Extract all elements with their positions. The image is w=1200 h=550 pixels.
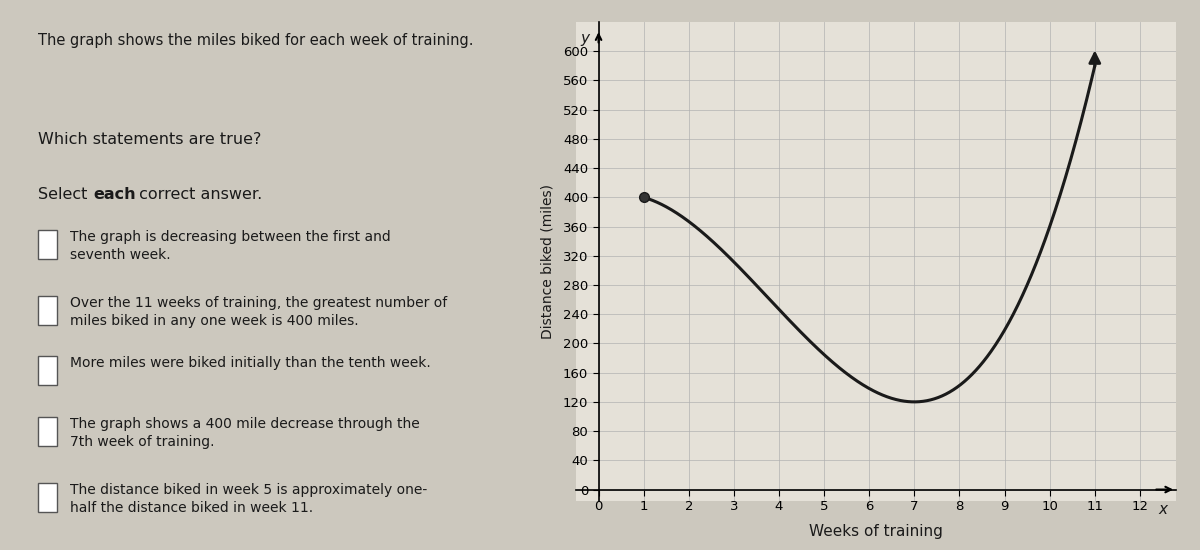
Text: Over the 11 weeks of training, the greatest number of
miles biked in any one wee: Over the 11 weeks of training, the great… (70, 296, 448, 328)
Text: The graph is decreasing between the first and
seventh week.: The graph is decreasing between the firs… (70, 230, 391, 262)
Text: each: each (94, 187, 136, 202)
Text: Select: Select (38, 187, 92, 202)
Text: correct answer.: correct answer. (134, 187, 263, 202)
Bar (38, 483, 56, 512)
Text: The distance biked in week 5 is approximately one-
half the distance biked in we: The distance biked in week 5 is approxim… (70, 483, 427, 515)
Text: The graph shows the miles biked for each week of training.: The graph shows the miles biked for each… (38, 33, 473, 48)
Text: y: y (581, 31, 589, 46)
Bar (38, 417, 56, 446)
Bar (38, 296, 56, 324)
Text: The graph shows a 400 mile decrease through the
7th week of training.: The graph shows a 400 mile decrease thro… (70, 417, 420, 449)
Text: Which statements are true?: Which statements are true? (38, 132, 262, 147)
Bar (38, 230, 56, 258)
Y-axis label: Distance biked (miles): Distance biked (miles) (540, 184, 554, 339)
Text: More miles were biked initially than the tenth week.: More miles were biked initially than the… (70, 356, 431, 370)
X-axis label: Weeks of training: Weeks of training (809, 524, 943, 539)
Bar (38, 356, 56, 385)
Text: x: x (1158, 503, 1166, 518)
